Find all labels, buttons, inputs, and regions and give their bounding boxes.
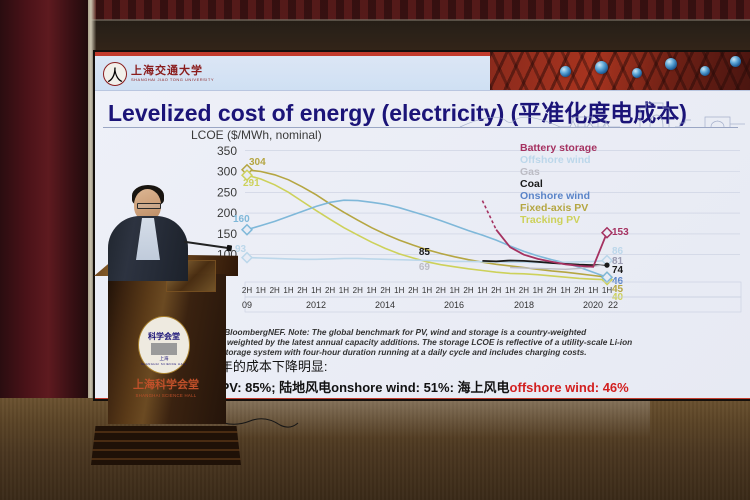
svg-text:2012: 2012 [306,300,326,310]
svg-text:1H: 1H [505,286,515,295]
svg-text:150: 150 [217,227,237,241]
svg-text:2H: 2H [408,286,418,295]
svg-text:2H: 2H [491,286,501,295]
svg-text:2H: 2H [325,286,335,295]
svg-text:85: 85 [419,247,431,258]
svg-text:Gas: Gas [520,166,540,178]
svg-text:250: 250 [217,185,237,199]
svg-text:2H: 2H [270,286,280,295]
svg-text:1H: 1H [422,286,432,295]
svg-text:2H: 2H [519,286,529,295]
svg-text:2014: 2014 [375,300,395,310]
svg-text:2H: 2H [242,286,252,295]
svg-text:average, weighted by the lates: average, weighted by the latest annual c… [191,337,632,347]
svg-text:Onshore wind: Onshore wind [520,190,590,202]
svg-text:Offshore wind: Offshore wind [520,154,591,166]
svg-text:300: 300 [217,165,237,179]
svg-text:Source: BloombergNEF. Note: Th: Source: BloombergNEF. Note: The global b… [191,327,587,337]
svg-text:Coal: Coal [520,178,543,190]
svg-text:光伏 PV: 85%; 陆地风电onshore wind:: 光伏 PV: 85%; 陆地风电onshore wind: 51%: 海上风电o… [190,380,629,395]
svg-text:1H: 1H [394,286,404,295]
svg-text:1H: 1H [450,286,460,295]
svg-text:2H: 2H [436,286,446,295]
svg-text:160: 160 [233,214,250,225]
svg-text:Fixed-axis PV: Fixed-axis PV [520,202,588,214]
svg-text:2018: 2018 [514,300,534,310]
svg-text:1H: 1H [256,286,266,295]
svg-text:2H: 2H [463,286,473,295]
svg-text:22: 22 [608,300,618,310]
svg-text:1H: 1H [283,286,293,295]
svg-text:304: 304 [249,157,266,168]
svg-text:2H: 2H [546,286,556,295]
svg-text:74: 74 [612,265,624,276]
svg-text:2020: 2020 [583,300,603,310]
svg-text:LCOE ($/MWh, nominal): LCOE ($/MWh, nominal) [191,128,322,142]
svg-text:2H: 2H [380,286,390,295]
svg-text:Battery storage: Battery storage [520,142,597,154]
svg-text:2H: 2H [297,286,307,295]
svg-text:1H: 1H [366,286,376,295]
svg-text:1H: 1H [560,286,570,295]
svg-text:1H: 1H [311,286,321,295]
svg-text:1H: 1H [477,286,487,295]
svg-text:battery storage system with fo: battery storage system with four-hour du… [191,347,587,357]
svg-text:1H: 1H [602,286,612,295]
svg-text:2H: 2H [353,286,363,295]
svg-text:153: 153 [612,227,629,238]
svg-text:1H: 1H [339,286,349,295]
svg-text:291: 291 [243,178,260,189]
svg-text:2016: 2016 [444,300,464,310]
svg-text:1H: 1H [588,286,598,295]
svg-text:350: 350 [217,144,237,158]
svg-text:69: 69 [419,262,431,273]
svg-text:Tracking PV: Tracking PV [520,214,580,226]
svg-text:2H: 2H [574,286,584,295]
svg-text:1H: 1H [533,286,543,295]
svg-text:09: 09 [242,300,252,310]
